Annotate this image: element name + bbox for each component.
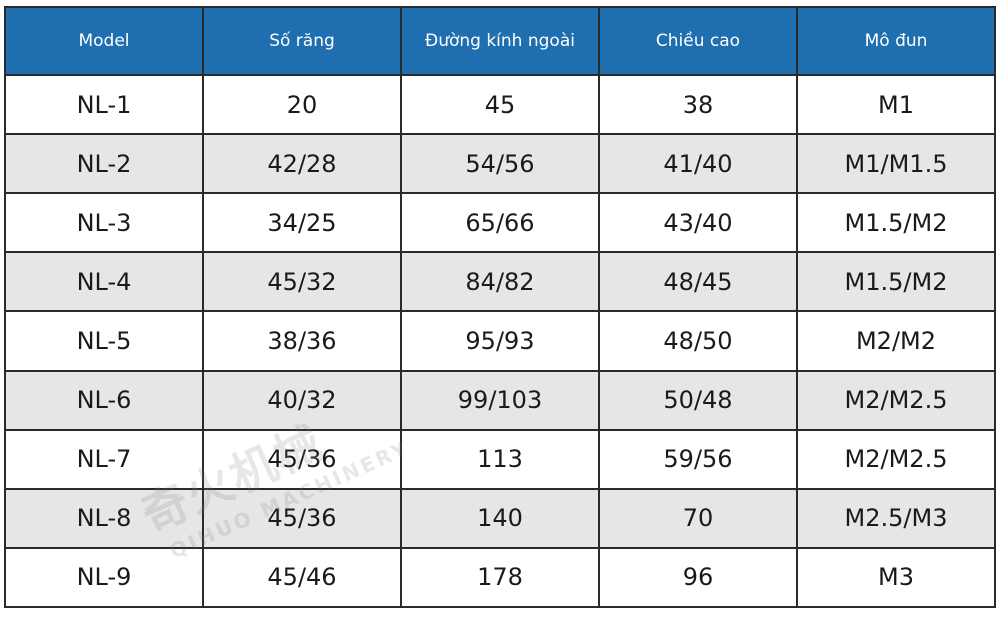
- spec-table: Model Số răng Đường kính ngoài Chiều cao…: [4, 6, 996, 609]
- cell-module: M1.5/M2: [796, 192, 996, 254]
- cell-teeth-count: 42/28: [202, 133, 402, 195]
- table-row: NL-3 34/25 65/66 43/40 M1.5/M2: [4, 192, 996, 254]
- cell-teeth-count: 20: [202, 73, 402, 136]
- header-model: Model: [4, 6, 204, 76]
- cell-height: 48/45: [598, 251, 798, 313]
- table-header-row: Model Số răng Đường kính ngoài Chiều cao…: [4, 6, 996, 76]
- cell-module: M1/M1.5: [796, 133, 996, 195]
- cell-module: M1.5/M2: [796, 251, 996, 313]
- cell-teeth-count: 34/25: [202, 192, 402, 254]
- cell-outer-diameter: 84/82: [400, 251, 600, 313]
- table-row: NL-1 20 45 38 M1: [4, 73, 996, 136]
- cell-height: 59/56: [598, 428, 798, 490]
- cell-teeth-count: 40/32: [202, 369, 402, 431]
- cell-model: NL-7: [4, 428, 204, 490]
- cell-outer-diameter: 178: [400, 546, 600, 609]
- cell-module: M2/M2.5: [796, 369, 996, 431]
- header-height: Chiều cao: [598, 6, 798, 76]
- cell-model: NL-6: [4, 369, 204, 431]
- cell-outer-diameter: 140: [400, 487, 600, 549]
- cell-height: 70: [598, 487, 798, 549]
- cell-model: NL-2: [4, 133, 204, 195]
- cell-teeth-count: 45/46: [202, 546, 402, 609]
- cell-model: NL-9: [4, 546, 204, 609]
- cell-height: 41/40: [598, 133, 798, 195]
- cell-outer-diameter: 54/56: [400, 133, 600, 195]
- table-row: NL-5 38/36 95/93 48/50 M2/M2: [4, 310, 996, 372]
- cell-module: M2.5/M3: [796, 487, 996, 549]
- cell-height: 48/50: [598, 310, 798, 372]
- header-teeth-count: Số răng: [202, 6, 402, 76]
- table-row: NL-2 42/28 54/56 41/40 M1/M1.5: [4, 133, 996, 195]
- cell-outer-diameter: 45: [400, 73, 600, 136]
- table-row: NL-6 40/32 99/103 50/48 M2/M2.5: [4, 369, 996, 431]
- table-row: NL-8 45/36 140 70 M2.5/M3: [4, 487, 996, 549]
- cell-model: NL-5: [4, 310, 204, 372]
- cell-teeth-count: 45/36: [202, 428, 402, 490]
- cell-module: M2/M2.5: [796, 428, 996, 490]
- header-outer-diameter: Đường kính ngoài: [400, 6, 600, 76]
- cell-module: M3: [796, 546, 996, 609]
- cell-model: NL-8: [4, 487, 204, 549]
- cell-teeth-count: 45/32: [202, 251, 402, 313]
- cell-teeth-count: 45/36: [202, 487, 402, 549]
- cell-module: M2/M2: [796, 310, 996, 372]
- table-row: NL-4 45/32 84/82 48/45 M1.5/M2: [4, 251, 996, 313]
- cell-model: NL-3: [4, 192, 204, 254]
- cell-outer-diameter: 95/93: [400, 310, 600, 372]
- cell-height: 43/40: [598, 192, 798, 254]
- table-row: NL-9 45/46 178 96 M3: [4, 546, 996, 609]
- cell-model: NL-1: [4, 73, 204, 136]
- table-row: NL-7 45/36 113 59/56 M2/M2.5: [4, 428, 996, 490]
- cell-height: 38: [598, 73, 798, 136]
- cell-outer-diameter: 113: [400, 428, 600, 490]
- cell-teeth-count: 38/36: [202, 310, 402, 372]
- cell-height: 96: [598, 546, 798, 609]
- cell-module: M1: [796, 73, 996, 136]
- cell-outer-diameter: 99/103: [400, 369, 600, 431]
- cell-model: NL-4: [4, 251, 204, 313]
- cell-outer-diameter: 65/66: [400, 192, 600, 254]
- spec-table-container: Model Số răng Đường kính ngoài Chiều cao…: [4, 6, 996, 609]
- cell-height: 50/48: [598, 369, 798, 431]
- header-module: Mô đun: [796, 6, 996, 76]
